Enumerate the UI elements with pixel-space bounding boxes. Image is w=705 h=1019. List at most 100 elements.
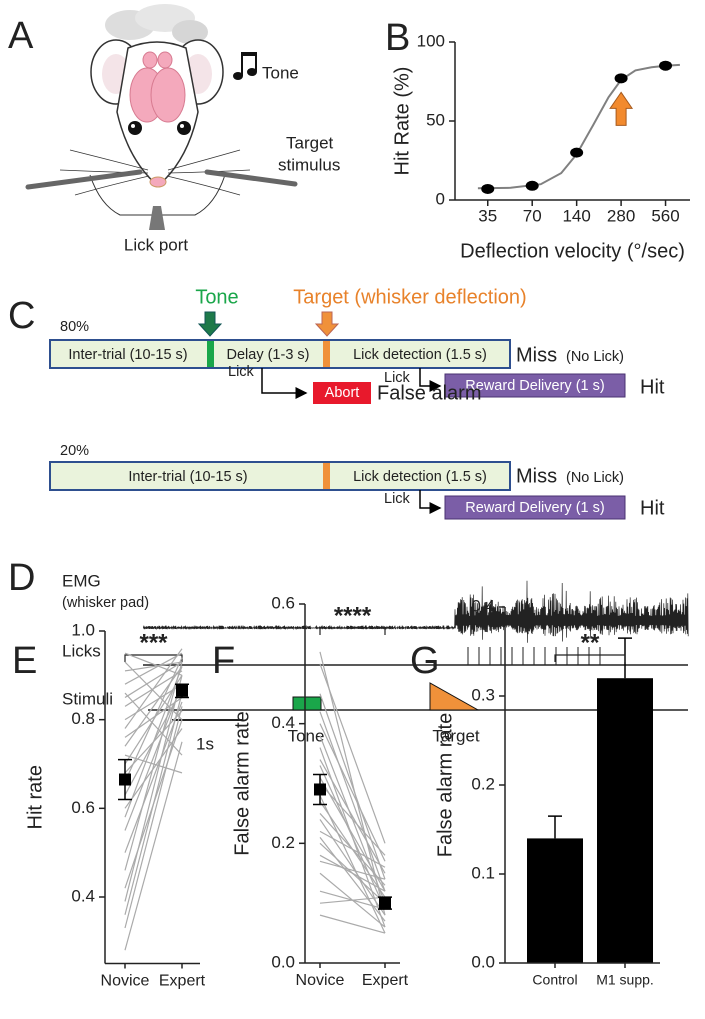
y-tick-label: 0.6 bbox=[271, 593, 295, 612]
y-tick-label: 1.0 bbox=[71, 620, 95, 639]
pair-line bbox=[319, 819, 386, 916]
segment-label: Inter-trial (10-15 s) bbox=[68, 347, 187, 363]
target-label: stimulus bbox=[278, 155, 340, 174]
x-tick-label: 35 bbox=[478, 206, 497, 225]
percent: 80% bbox=[60, 319, 89, 335]
outcome: Hit bbox=[640, 376, 665, 398]
y-tick-label: 0.0 bbox=[271, 952, 295, 971]
y-tick-label: 50 bbox=[426, 110, 445, 129]
data-point bbox=[659, 60, 673, 71]
pair-line bbox=[319, 860, 386, 880]
pair-line bbox=[319, 759, 386, 874]
outcome: False alarm bbox=[377, 382, 481, 404]
x-tick-label: Expert bbox=[159, 973, 206, 990]
pair-line bbox=[319, 777, 386, 892]
target-ramp bbox=[429, 682, 480, 711]
arrow bbox=[261, 368, 308, 399]
data-point bbox=[614, 73, 628, 84]
target-label: Target (whisker deflection) bbox=[293, 286, 526, 308]
bar bbox=[597, 678, 653, 963]
mean-marker bbox=[119, 773, 131, 786]
y-tick-label: 0.4 bbox=[271, 713, 295, 732]
data-point bbox=[525, 180, 539, 191]
pair-line bbox=[124, 692, 183, 915]
y-tick-label: 0.2 bbox=[271, 833, 295, 852]
y-tick-label: 0.2 bbox=[471, 774, 495, 793]
arrow bbox=[419, 368, 442, 392]
pair-line bbox=[319, 783, 386, 856]
segment-label: Inter-trial (10-15 s) bbox=[128, 469, 247, 485]
mean-marker bbox=[314, 783, 326, 796]
panel-label: E bbox=[12, 640, 37, 682]
y-tick-label: 0.0 bbox=[471, 952, 495, 971]
significance: ** bbox=[581, 629, 600, 656]
y-axis-label: False alarm rate bbox=[434, 713, 456, 858]
pair-line bbox=[124, 657, 183, 782]
y-axis-label: False alarm rate bbox=[231, 711, 253, 856]
pair-line bbox=[319, 896, 386, 904]
significance-bracket bbox=[554, 654, 626, 662]
pair-line bbox=[124, 666, 183, 818]
pair-line bbox=[124, 648, 183, 729]
pair-line bbox=[124, 697, 183, 738]
significance: *** bbox=[139, 629, 168, 656]
x-tick-label: 560 bbox=[651, 206, 679, 225]
x-tick-label: 70 bbox=[523, 206, 542, 225]
x-tick-label: Novice bbox=[296, 972, 345, 989]
x-tick-label: Control bbox=[532, 972, 577, 988]
annotation-arrow bbox=[609, 91, 634, 126]
trace-label: Stimuli bbox=[62, 689, 113, 708]
pair-line bbox=[124, 675, 183, 902]
tone-label: Tone bbox=[262, 63, 299, 82]
pair-line bbox=[319, 723, 386, 862]
lick-ticks bbox=[467, 647, 601, 665]
arrow bbox=[419, 490, 442, 514]
reward-box bbox=[444, 373, 626, 398]
abort-box bbox=[313, 382, 371, 404]
tone-marker bbox=[207, 341, 214, 367]
pair-line bbox=[124, 701, 183, 853]
x-tick-label: 280 bbox=[607, 206, 635, 225]
outcome: Miss bbox=[516, 465, 557, 487]
pair-line bbox=[319, 693, 386, 880]
pair-line bbox=[319, 836, 386, 922]
x-tick-label: 140 bbox=[562, 206, 590, 225]
trial-bar bbox=[49, 339, 511, 369]
panel-label: G bbox=[410, 640, 440, 682]
y-tick-label: 0.3 bbox=[471, 685, 495, 704]
trace-sublabel: (whisker pad) bbox=[62, 595, 149, 611]
y-tick-label: 0.4 bbox=[471, 596, 495, 615]
outcome: Miss bbox=[516, 344, 557, 366]
lick-label: Lick bbox=[384, 491, 411, 507]
pair-line bbox=[319, 854, 386, 892]
mean-marker bbox=[176, 684, 188, 697]
pair-line bbox=[124, 683, 183, 831]
outcome: Hit bbox=[640, 497, 665, 519]
trial-bar bbox=[49, 461, 511, 491]
target-arrow bbox=[314, 311, 340, 337]
emg-trace bbox=[143, 580, 689, 643]
stimulus-label: Tone bbox=[288, 726, 325, 745]
panel-label: B bbox=[385, 17, 410, 59]
segment-label: Lick detection (1.5 s) bbox=[353, 347, 487, 363]
y-tick-label: 0.8 bbox=[71, 709, 95, 728]
pair-line bbox=[124, 652, 183, 676]
scale-label: 1s bbox=[196, 734, 214, 753]
panel-label: A bbox=[8, 15, 34, 57]
target-label: Target bbox=[286, 133, 334, 152]
mean-marker bbox=[379, 897, 391, 910]
reward-label: Reward Delivery (1 s) bbox=[465, 500, 604, 516]
panel-label: D bbox=[8, 557, 35, 599]
target-marker bbox=[323, 341, 330, 367]
trace-label: Licks bbox=[62, 641, 101, 660]
tone-label: Tone bbox=[195, 286, 238, 308]
x-tick-label: M1 supp. bbox=[596, 972, 654, 988]
error-bar bbox=[548, 815, 562, 839]
mouse-illustration bbox=[25, 4, 298, 230]
tone-pulse bbox=[292, 696, 322, 711]
x-tick-label: Expert bbox=[362, 972, 409, 989]
y-axis-label: Hit Rate (%) bbox=[391, 67, 413, 176]
fit-curve bbox=[477, 63, 680, 190]
